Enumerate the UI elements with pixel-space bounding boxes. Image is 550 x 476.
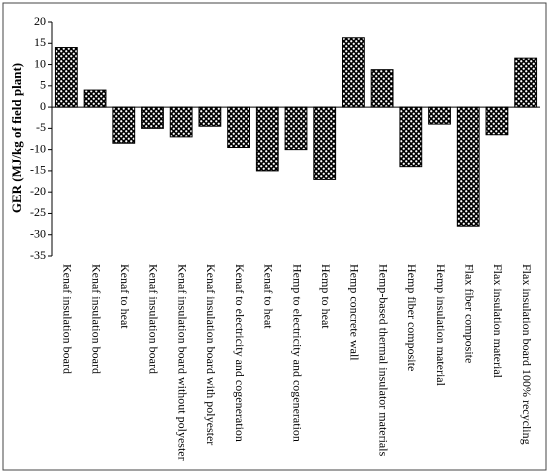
x-tick-label: Kenaf to electricity and cogeneration — [233, 264, 247, 442]
x-tick-label: Kenaf to heat — [118, 264, 132, 329]
x-tick-label: Flax insulation material — [491, 264, 505, 379]
y-tick-label: 0 — [40, 99, 46, 113]
x-tick-label: Hemp to heat — [319, 264, 333, 329]
bar — [54, 47, 78, 108]
y-axis-title: GER (MJ/kg of field plant) — [9, 63, 24, 213]
y-tick-label: 15 — [34, 35, 46, 49]
bar — [255, 106, 279, 172]
x-tick-label: Hemp-based thermal insulator materials — [376, 264, 390, 457]
y-tick-label: -20 — [30, 184, 46, 198]
bar — [284, 106, 308, 151]
bar — [141, 106, 164, 129]
y-tick-label: 5 — [40, 78, 46, 92]
x-tick-label: Flax fiber composite — [462, 264, 476, 363]
bar — [514, 57, 538, 108]
y-tick-label: -10 — [30, 141, 46, 155]
bar — [227, 106, 250, 149]
x-tick-label: Hemp fiber composite — [405, 264, 419, 371]
x-tick-label: Kenaf insulation board — [147, 264, 161, 374]
y-tick-label: 20 — [34, 14, 46, 28]
x-tick-label: Kenaf insulation board — [89, 264, 103, 374]
x-tick-label: Kenaf to heat — [262, 264, 276, 329]
y-tick-label: -35 — [30, 248, 46, 262]
y-tick-label: -25 — [30, 205, 46, 219]
x-tick-label: Hemp concrete wall — [348, 264, 362, 361]
bar — [313, 106, 337, 180]
y-tick-label: -30 — [30, 226, 46, 240]
x-tick-label: Kenaf insulation board — [61, 264, 75, 374]
bar — [456, 106, 480, 227]
x-tick-label: Kenaf insulation board without polyester — [175, 264, 189, 461]
bar — [342, 37, 365, 108]
y-tick-label: -15 — [30, 163, 46, 177]
bar — [198, 106, 222, 127]
x-tick-label: Flax insulation board 100% recycling — [520, 264, 534, 445]
bar — [428, 106, 451, 125]
bar — [112, 106, 136, 144]
x-tick-label: Kenaf insulation board with polyester — [204, 264, 218, 445]
x-tick-label: Hemp to electricity and cogeneration — [290, 264, 304, 442]
bar — [370, 69, 394, 108]
x-tick-label: Hemp insulation material — [434, 264, 448, 387]
bar — [169, 106, 193, 138]
frame — [2, 2, 547, 471]
y-tick-label: 10 — [34, 56, 46, 70]
bar — [83, 89, 107, 108]
y-tick-label: -5 — [36, 120, 46, 134]
bar — [399, 106, 423, 168]
bar — [485, 106, 509, 136]
